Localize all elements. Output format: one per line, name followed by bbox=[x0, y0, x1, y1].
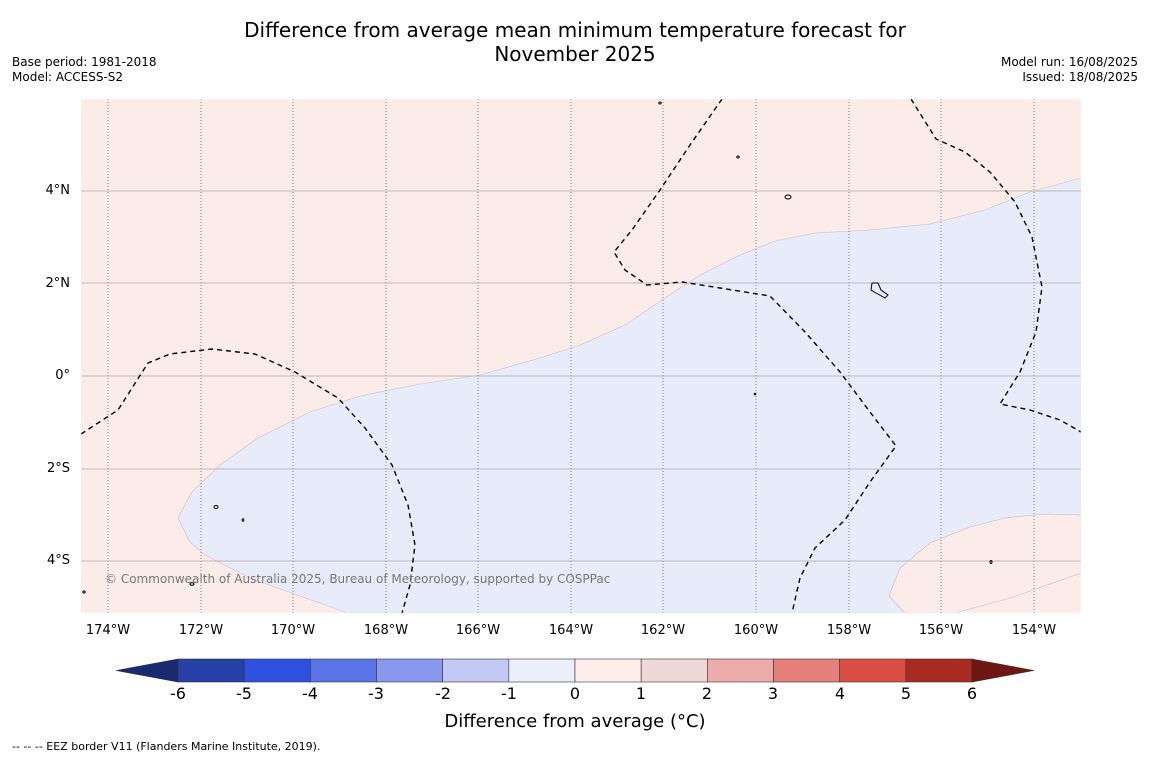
colorbar-tick: 3 bbox=[767, 684, 779, 703]
warm-anomaly-region-southeast bbox=[888, 513, 1081, 613]
colorbar-segment bbox=[376, 658, 443, 683]
colorbar-tick: -3 bbox=[368, 684, 384, 703]
lon-label: 174°W bbox=[85, 623, 131, 638]
colorbar-segment bbox=[243, 658, 311, 683]
lat-label: 4°S bbox=[46, 553, 70, 568]
lat-label: 0° bbox=[55, 368, 70, 383]
colorbar-segment bbox=[310, 658, 377, 683]
colorbar-tick: 1 bbox=[635, 684, 647, 703]
colorbar-segment bbox=[839, 658, 907, 683]
colorbar-tick: -1 bbox=[501, 684, 517, 703]
lon-label: 156°W bbox=[918, 623, 964, 638]
latitude-gridlines bbox=[81, 190, 1081, 562]
islands bbox=[82, 101, 993, 594]
lon-label: 172°W bbox=[178, 623, 224, 638]
colorbar-tick: -4 bbox=[302, 684, 318, 703]
colorbar-segment bbox=[574, 658, 642, 683]
lon-label: 154°W bbox=[1011, 623, 1057, 638]
map-frame bbox=[80, 98, 1082, 614]
colorbar-tick: 5 bbox=[900, 684, 912, 703]
island bbox=[213, 505, 219, 509]
lat-label: 2°N bbox=[45, 276, 71, 291]
colorbar-segment bbox=[905, 658, 973, 683]
lon-label: 164°W bbox=[548, 623, 594, 638]
colorbar-tick: -6 bbox=[170, 684, 186, 703]
meta-left: Base period: 1981-2018 Model: ACCESS-S2 bbox=[12, 55, 157, 85]
colorbar-segment bbox=[177, 658, 245, 683]
colorbar-extension-high bbox=[971, 658, 1035, 683]
island bbox=[989, 560, 993, 564]
lon-label: 162°W bbox=[640, 623, 686, 638]
colorbar-segments bbox=[177, 658, 973, 683]
island bbox=[82, 590, 86, 594]
eez-border-kiribati-west bbox=[81, 348, 416, 613]
base-period: Base period: 1981-2018 bbox=[12, 55, 157, 69]
island bbox=[189, 582, 195, 586]
colorbar-tick: 0 bbox=[569, 684, 581, 703]
map-panel bbox=[81, 99, 1081, 613]
colorbar-segment bbox=[640, 658, 708, 683]
colorbar bbox=[115, 658, 1035, 683]
eez-border-east bbox=[910, 99, 1081, 433]
meta-right: Model run: 16/08/2025 Issued: 18/08/2025 bbox=[1001, 55, 1138, 85]
island bbox=[784, 194, 792, 200]
eez-legend-note: -- -- -- EEZ border V11 (Flanders Marine… bbox=[12, 740, 321, 753]
island bbox=[241, 518, 245, 522]
colorbar-tick: 2 bbox=[701, 684, 713, 703]
colorbar-segment bbox=[773, 658, 840, 683]
island bbox=[753, 392, 757, 396]
title-line-1: Difference from average mean minimum tem… bbox=[244, 18, 906, 42]
island bbox=[658, 101, 662, 105]
lat-label: 4°N bbox=[45, 183, 71, 198]
eez-borders bbox=[81, 99, 1081, 613]
lon-label: 166°W bbox=[455, 623, 501, 638]
chart-title: Difference from average mean minimum tem… bbox=[0, 18, 1150, 66]
copyright-notice: © Commonwealth of Australia 2025, Bureau… bbox=[105, 572, 611, 586]
title-line-2: November 2025 bbox=[494, 42, 656, 66]
colorbar-segment bbox=[707, 658, 774, 683]
colorbar-tick: -5 bbox=[236, 684, 252, 703]
colorbar-tick: 6 bbox=[966, 684, 978, 703]
colorbar-segment bbox=[508, 658, 576, 683]
lon-label: 158°W bbox=[826, 623, 872, 638]
colorbar-segment bbox=[442, 658, 510, 683]
island-kiritimati bbox=[870, 282, 889, 299]
lat-label: 2°S bbox=[46, 461, 70, 476]
lon-label: 168°W bbox=[363, 623, 409, 638]
model-name: Model: ACCESS-S2 bbox=[12, 70, 124, 84]
issued-date: Issued: 18/08/2025 bbox=[1022, 70, 1138, 84]
colorbar-tick: -2 bbox=[435, 684, 451, 703]
colorbar-label: Difference from average (°C) bbox=[444, 711, 706, 732]
island bbox=[736, 155, 740, 159]
colorbar-tick: 4 bbox=[834, 684, 846, 703]
colorbar-extension-low bbox=[115, 658, 179, 683]
model-run: Model run: 16/08/2025 bbox=[1000, 55, 1138, 69]
lon-label: 170°W bbox=[270, 623, 316, 638]
lon-label: 160°W bbox=[733, 623, 779, 638]
